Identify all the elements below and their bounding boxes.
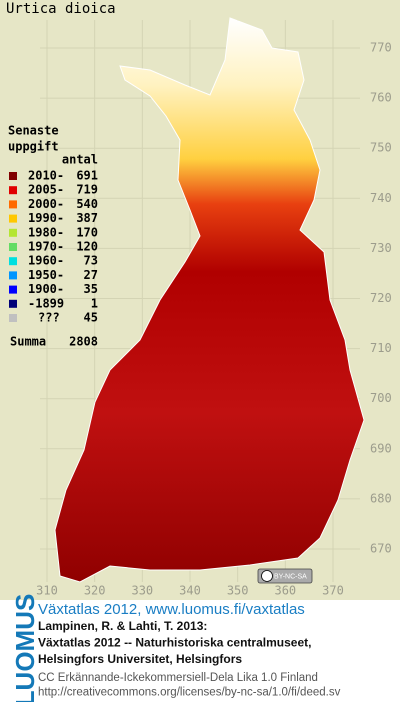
y-coordinate-label: 770 xyxy=(370,41,392,55)
legend-count: 45 xyxy=(84,311,98,325)
legend-swatch xyxy=(9,172,17,180)
y-coordinate-label: 670 xyxy=(370,542,392,556)
legend-label: 2010- xyxy=(28,169,64,183)
x-coordinate-label: 340 xyxy=(179,584,201,598)
x-coordinate-label: 330 xyxy=(131,584,153,598)
legend-count: 691 xyxy=(76,169,98,183)
citation-line: Helsingfors Universitet, Helsingfors xyxy=(38,652,242,666)
footer: Lampinen, R. & Lahti, T. 2013: Växtatlas … xyxy=(38,619,341,698)
legend-count: 170 xyxy=(76,225,98,239)
legend-count: 73 xyxy=(84,254,98,268)
legend-swatch xyxy=(9,228,17,237)
y-coordinate-label: 720 xyxy=(370,291,392,305)
legend-count: 387 xyxy=(76,211,98,225)
x-coordinate-label: 370 xyxy=(322,584,344,598)
legend-label: -1899 xyxy=(28,296,64,310)
count-header: antal xyxy=(62,153,98,167)
legend-label: 1980- xyxy=(28,225,64,239)
citation-line: Lampinen, R. & Lahti, T. 2013: xyxy=(38,619,207,633)
legend-swatch xyxy=(9,214,17,223)
legend-heading: Senaste xyxy=(8,124,59,138)
license-line: http://creativecommons.org/licenses/by-n… xyxy=(38,687,341,699)
luomus-logo: LUOMUS xyxy=(10,594,40,702)
cc-icon xyxy=(261,570,273,582)
y-coordinate-label: 740 xyxy=(370,191,392,205)
y-coordinate-label: 710 xyxy=(370,341,392,355)
legend-swatch xyxy=(9,314,17,322)
legend-count: 1 xyxy=(91,296,98,310)
legend-swatch xyxy=(9,200,17,209)
legend-count: 719 xyxy=(76,183,98,197)
legend-swatch xyxy=(9,271,17,280)
y-coordinate-label: 700 xyxy=(370,391,392,405)
legend-label: 1950- xyxy=(28,268,64,282)
legend-label: 1900- xyxy=(28,282,64,296)
badge-text: BY-NC-SA xyxy=(274,573,307,580)
y-coordinate-label: 730 xyxy=(370,241,392,255)
legend-label: ??? xyxy=(38,311,60,325)
legend-count: 120 xyxy=(76,240,98,254)
x-coordinate-label: 320 xyxy=(84,584,106,598)
citation-line: Växtatlas 2012 -- Naturhistoriska centra… xyxy=(38,636,311,650)
x-coordinate-label: 350 xyxy=(227,584,249,598)
license-badge: BY-NC-SA xyxy=(257,568,313,584)
legend-label: 1990- xyxy=(28,211,64,225)
legend-label: 2005- xyxy=(28,183,64,197)
legend-swatch xyxy=(9,186,17,195)
y-coordinate-label: 750 xyxy=(370,141,392,155)
total-label: Summa xyxy=(10,335,46,349)
y-coordinate-label: 690 xyxy=(370,441,392,455)
legend-label: 1970- xyxy=(28,240,64,254)
legend-count: 540 xyxy=(76,197,98,211)
x-coordinate-label: 360 xyxy=(274,584,296,598)
legend-swatch xyxy=(9,243,17,251)
map-title: Urtica dioica xyxy=(6,1,116,17)
license-line: CC Erkännande-Ickekommersiell-Dela Lika … xyxy=(38,672,318,684)
country-outline xyxy=(54,17,365,583)
y-coordinate-label: 760 xyxy=(370,91,392,105)
legend-swatch xyxy=(9,285,17,294)
atlas-link: Växtatlas 2012, www.luomus.fi/vaxtatlas xyxy=(38,601,305,618)
legend-label: 1960- xyxy=(28,254,64,268)
legend-label: 2000- xyxy=(28,197,64,211)
legend-swatch xyxy=(9,257,17,266)
legend-heading: uppgift xyxy=(8,140,59,154)
x-coordinate-label: 310 xyxy=(36,584,58,598)
legend-swatch xyxy=(9,299,17,308)
legend-count: 35 xyxy=(84,282,98,296)
total-count: 2808 xyxy=(69,335,98,349)
y-coordinate-label: 680 xyxy=(370,491,392,505)
legend-count: 27 xyxy=(84,268,98,282)
